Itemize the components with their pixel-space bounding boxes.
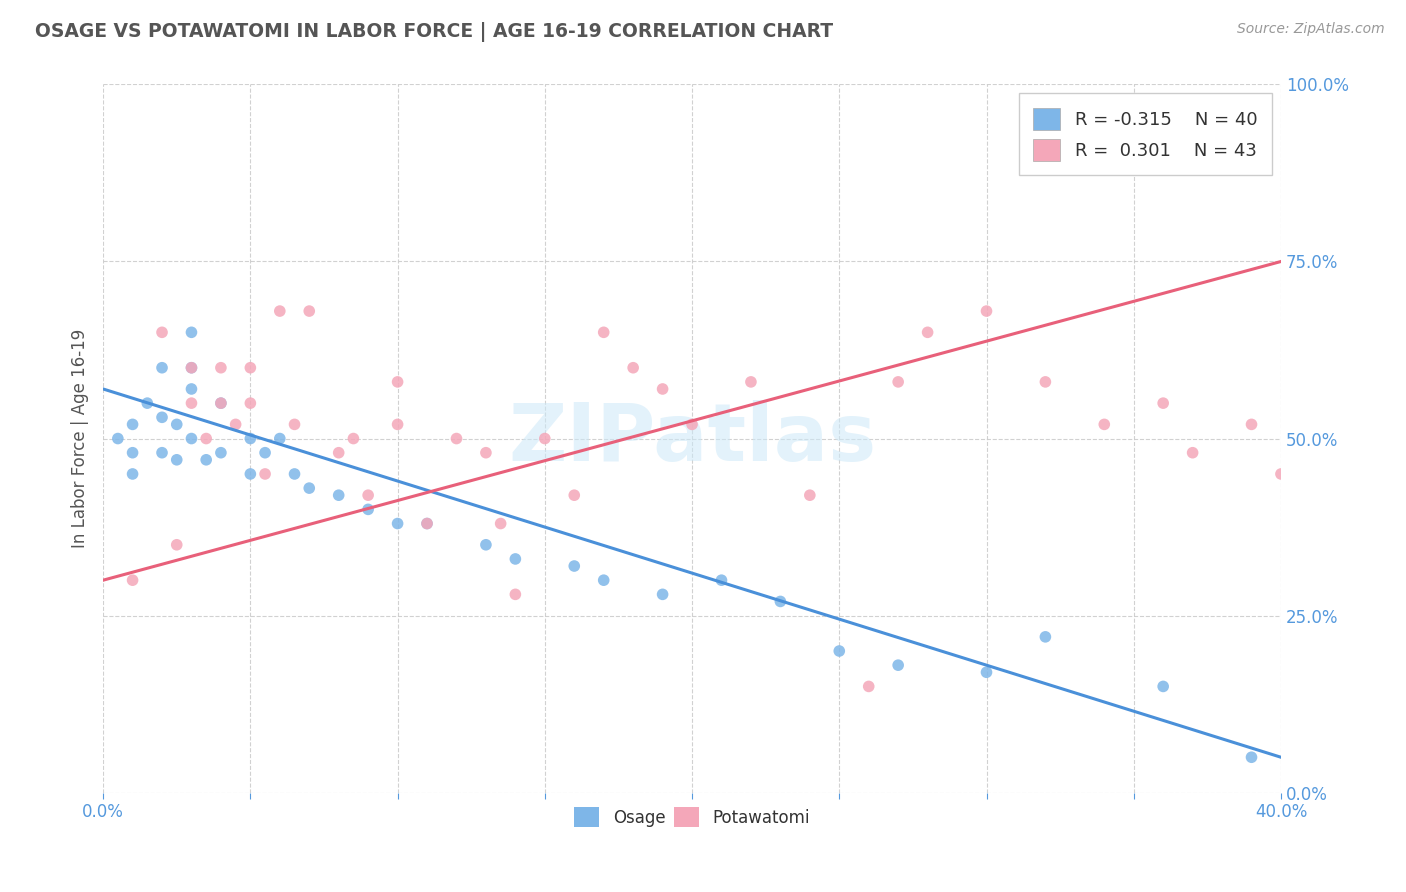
Point xyxy=(150,410,173,425)
Point xyxy=(283,467,305,481)
Point xyxy=(976,665,998,680)
Point xyxy=(416,516,439,531)
Point xyxy=(592,326,614,340)
Point xyxy=(475,446,498,460)
Point xyxy=(121,417,143,432)
Point xyxy=(121,573,143,587)
Point xyxy=(651,382,673,396)
Point xyxy=(562,559,585,574)
Point xyxy=(505,587,527,601)
Point xyxy=(1270,467,1292,481)
Point xyxy=(1152,680,1174,694)
Point xyxy=(1035,630,1057,644)
Point xyxy=(769,594,792,608)
Point xyxy=(1092,417,1115,432)
Point xyxy=(887,658,910,673)
Point xyxy=(166,417,188,432)
Point xyxy=(475,538,498,552)
Point xyxy=(283,417,305,432)
Point xyxy=(209,360,232,375)
Point xyxy=(209,446,232,460)
Point xyxy=(269,432,291,446)
Point xyxy=(180,396,202,410)
Point xyxy=(239,360,262,375)
Point xyxy=(799,488,821,502)
Point xyxy=(562,488,585,502)
Point xyxy=(651,587,673,601)
Point xyxy=(150,326,173,340)
Point xyxy=(505,552,527,566)
Point xyxy=(239,396,262,410)
Text: ZIPatlas: ZIPatlas xyxy=(508,400,876,477)
Point xyxy=(1240,750,1263,764)
Text: OSAGE VS POTAWATOMI IN LABOR FORCE | AGE 16-19 CORRELATION CHART: OSAGE VS POTAWATOMI IN LABOR FORCE | AGE… xyxy=(35,22,834,42)
Point xyxy=(209,396,232,410)
Text: Source: ZipAtlas.com: Source: ZipAtlas.com xyxy=(1237,22,1385,37)
Point xyxy=(209,396,232,410)
Point xyxy=(489,516,512,531)
Point xyxy=(710,573,733,587)
Point xyxy=(342,432,364,446)
Point xyxy=(887,375,910,389)
Point xyxy=(180,432,202,446)
Point xyxy=(254,446,277,460)
Point xyxy=(621,360,644,375)
Point xyxy=(225,417,247,432)
Point xyxy=(533,432,555,446)
Point xyxy=(1152,396,1174,410)
Point xyxy=(180,382,202,396)
Point xyxy=(976,304,998,318)
Point xyxy=(195,432,218,446)
Point xyxy=(328,488,350,502)
Point xyxy=(328,446,350,460)
Point xyxy=(828,644,851,658)
Point xyxy=(592,573,614,587)
Point xyxy=(1240,417,1263,432)
Point xyxy=(121,467,143,481)
Point xyxy=(136,396,159,410)
Point xyxy=(298,304,321,318)
Point xyxy=(180,326,202,340)
Point xyxy=(107,432,129,446)
Point xyxy=(298,481,321,495)
Point xyxy=(357,488,380,502)
Point xyxy=(195,452,218,467)
Point xyxy=(357,502,380,516)
Point xyxy=(917,326,939,340)
Point xyxy=(150,360,173,375)
Point xyxy=(416,516,439,531)
Point xyxy=(180,360,202,375)
Legend: Osage, Potawatomi: Osage, Potawatomi xyxy=(568,800,817,834)
Y-axis label: In Labor Force | Age 16-19: In Labor Force | Age 16-19 xyxy=(72,329,89,549)
Point xyxy=(446,432,468,446)
Point xyxy=(387,516,409,531)
Point xyxy=(269,304,291,318)
Point xyxy=(180,360,202,375)
Point xyxy=(681,417,703,432)
Point xyxy=(740,375,762,389)
Point xyxy=(254,467,277,481)
Point xyxy=(150,446,173,460)
Point xyxy=(387,375,409,389)
Point xyxy=(1035,375,1057,389)
Point xyxy=(1181,446,1204,460)
Point xyxy=(166,452,188,467)
Point xyxy=(858,680,880,694)
Point xyxy=(166,538,188,552)
Point xyxy=(239,467,262,481)
Point xyxy=(387,417,409,432)
Point xyxy=(239,432,262,446)
Point xyxy=(121,446,143,460)
